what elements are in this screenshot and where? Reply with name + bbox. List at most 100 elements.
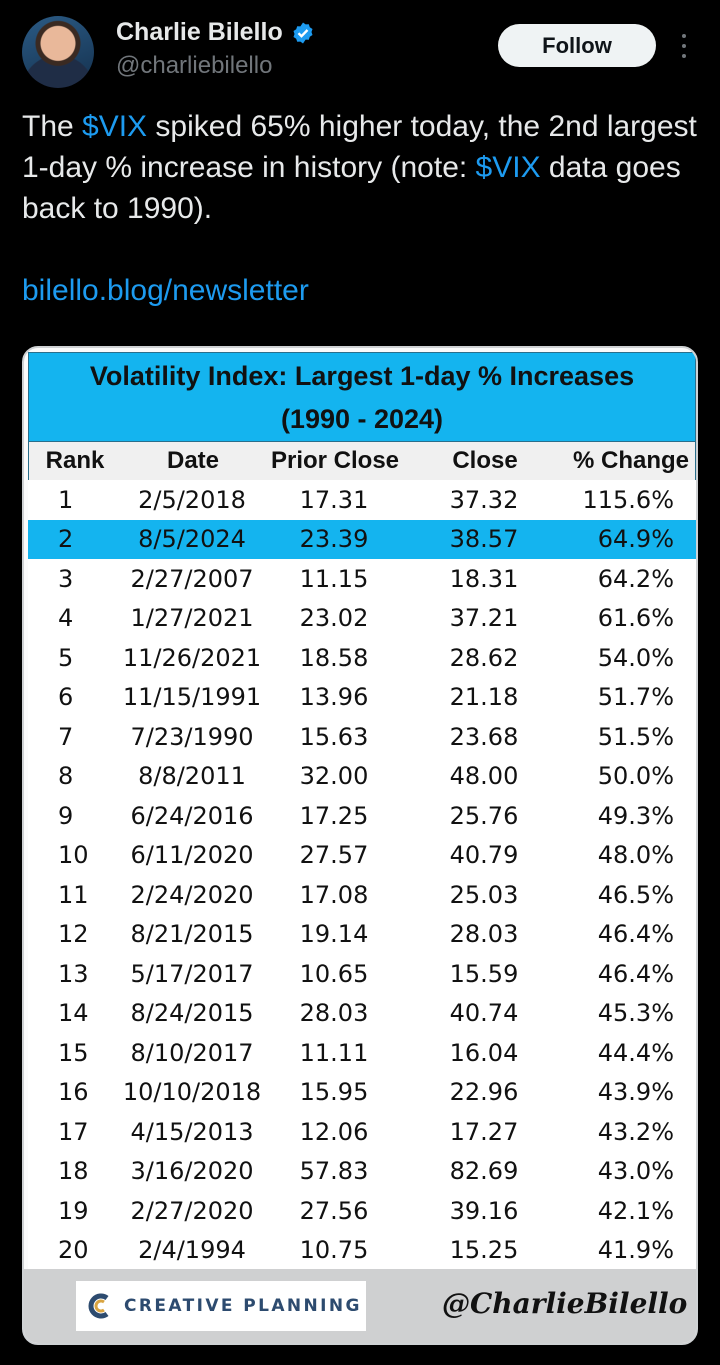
- cell-date: 3/16/2020: [130, 1157, 254, 1186]
- table-row: 12 8/21/2015 19.14 28.03 46.4%: [28, 914, 696, 954]
- cell-rank: 11: [58, 880, 89, 909]
- cell-pct-change: 45.3%: [597, 999, 674, 1028]
- cell-pct-change: 61.6%: [597, 604, 674, 633]
- cell-prior-close: 23.39: [299, 525, 369, 554]
- cell-date: 8/21/2015: [130, 920, 254, 949]
- cell-prior-close: 28.03: [299, 999, 369, 1028]
- cell-close: 21.18: [449, 683, 519, 712]
- cell-pct-change: 49.3%: [597, 801, 674, 830]
- cell-rank: 1: [58, 485, 74, 514]
- table-row: 15 8/10/2017 11.11 16.04 44.4%: [28, 1033, 696, 1073]
- follow-button[interactable]: Follow: [498, 24, 656, 67]
- cell-close: 28.62: [449, 643, 519, 672]
- cell-pct-change: 51.5%: [597, 722, 674, 751]
- cell-rank: 7: [58, 722, 74, 751]
- cell-close: 40.79: [449, 841, 519, 870]
- cell-rank: 17: [58, 1117, 89, 1146]
- cell-prior-close: 18.58: [299, 643, 369, 672]
- cell-pct-change: 64.9%: [597, 525, 674, 554]
- cell-date: 2/24/2020: [130, 880, 254, 909]
- image-footer: CREATIVE PLANNING @CharlieBilello: [24, 1269, 696, 1343]
- cell-date: 6/24/2016: [130, 801, 254, 830]
- cell-date: 8/8/2011: [138, 762, 246, 791]
- table-row: 16 10/10/2018 15.95 22.96 43.9%: [28, 1072, 696, 1112]
- cell-rank: 2: [58, 525, 74, 554]
- cell-close: 40.74: [449, 999, 519, 1028]
- cell-close: 17.27: [449, 1117, 519, 1146]
- cell-pct-change: 43.0%: [597, 1157, 674, 1186]
- cell-rank: 16: [58, 1078, 89, 1107]
- more-options-icon[interactable]: [674, 30, 694, 62]
- table-body: 1 2/5/2018 17.31 37.32 115.6% 2 8/5/2024 23.39 3…: [28, 480, 696, 1270]
- cell-date: 7/23/1990: [130, 722, 254, 751]
- cell-rank: 20: [58, 1236, 89, 1265]
- cell-date: 8/24/2015: [130, 999, 254, 1028]
- cell-close: 48.00: [449, 762, 519, 791]
- tweet-text-part: The: [22, 110, 83, 143]
- cashtag-vix[interactable]: $VIX: [82, 110, 148, 143]
- cell-pct-change: 54.0%: [597, 643, 674, 672]
- cell-rank: 12: [58, 920, 89, 949]
- cell-close: 39.16: [449, 1196, 519, 1225]
- cell-close: 22.96: [449, 1078, 519, 1107]
- cell-close: 23.68: [449, 722, 519, 751]
- cell-pct-change: 48.0%: [597, 841, 674, 870]
- cell-date: 6/11/2020: [130, 841, 254, 870]
- cell-prior-close: 15.95: [299, 1078, 369, 1107]
- cell-close: 82.69: [449, 1157, 519, 1186]
- table-row: 13 5/17/2017 10.65 15.59 46.4%: [28, 954, 696, 994]
- attached-image[interactable]: Volatility Index: Largest 1-day % Increa…: [22, 346, 698, 1345]
- table-row: 8 8/8/2011 32.00 48.00 50.0%: [28, 756, 696, 796]
- cell-prior-close: 10.65: [299, 959, 369, 988]
- cell-prior-close: 10.75: [299, 1236, 369, 1265]
- cell-rank: 5: [58, 643, 74, 672]
- cell-pct-change: 46.4%: [597, 920, 674, 949]
- cell-rank: 19: [58, 1196, 89, 1225]
- cell-close: 25.76: [449, 801, 519, 830]
- cell-pct-change: 43.9%: [597, 1078, 674, 1107]
- cell-rank: 13: [58, 959, 89, 988]
- author-handle[interactable]: @charliebilello: [116, 52, 273, 79]
- tweet-header: Charlie Bilello @charliebilello Follow: [0, 0, 720, 100]
- cell-prior-close: 23.02: [299, 604, 369, 633]
- table-row: 1 2/5/2018 17.31 37.32 115.6%: [28, 480, 696, 520]
- cell-prior-close: 17.25: [299, 801, 369, 830]
- header-prior-close: Prior Close: [270, 447, 400, 474]
- cell-prior-close: 17.08: [299, 880, 369, 909]
- cell-close: 28.03: [449, 920, 519, 949]
- avatar[interactable]: [22, 16, 94, 88]
- table-row: 19 2/27/2020 27.56 39.16 42.1%: [28, 1191, 696, 1231]
- newsletter-link[interactable]: bilello.blog/newsletter: [22, 274, 309, 307]
- table-row: 9 6/24/2016 17.25 25.76 49.3%: [28, 796, 696, 836]
- table-row: 20 2/4/1994 10.75 15.25 41.9%: [28, 1230, 696, 1270]
- header-pct-change: % Change: [572, 447, 689, 474]
- cell-prior-close: 27.56: [299, 1196, 369, 1225]
- cell-rank: 18: [58, 1157, 89, 1186]
- cell-date: 2/4/1994: [138, 1236, 246, 1265]
- cell-date: 5/17/2017: [130, 959, 254, 988]
- cell-close: 16.04: [449, 1038, 519, 1067]
- cell-pct-change: 43.2%: [597, 1117, 674, 1146]
- table-row: 5 11/26/2021 18.58 28.62 54.0%: [28, 638, 696, 678]
- cell-prior-close: 15.63: [299, 722, 369, 751]
- table-row: 10 6/11/2020 27.57 40.79 48.0%: [28, 835, 696, 875]
- cell-close: 15.59: [449, 959, 519, 988]
- cell-close: 37.21: [449, 604, 519, 633]
- cell-prior-close: 11.11: [299, 1038, 369, 1067]
- cell-date: 8/10/2017: [130, 1038, 254, 1067]
- cell-date: 11/15/1991: [122, 683, 262, 712]
- cell-pct-change: 44.4%: [597, 1038, 674, 1067]
- cell-rank: 15: [58, 1038, 89, 1067]
- cell-close: 15.25: [449, 1236, 519, 1265]
- table-header-row: Rank Date Prior Close Close % Change: [28, 442, 696, 480]
- cell-pct-change: 46.4%: [597, 959, 674, 988]
- cell-date: 8/5/2024: [138, 525, 246, 554]
- table-row: 2 8/5/2024 23.39 38.57 64.9%: [28, 519, 696, 559]
- creative-planning-text: CREATIVE PLANNING: [124, 1296, 362, 1316]
- cell-pct-change: 46.5%: [597, 880, 674, 909]
- table-title-line2: (1990 - 2024): [280, 404, 444, 434]
- cell-rank: 8: [58, 762, 74, 791]
- cashtag-vix[interactable]: $VIX: [475, 151, 541, 184]
- cell-date: 1/27/2021: [130, 604, 254, 633]
- author-name[interactable]: Charlie Bilello: [116, 18, 283, 46]
